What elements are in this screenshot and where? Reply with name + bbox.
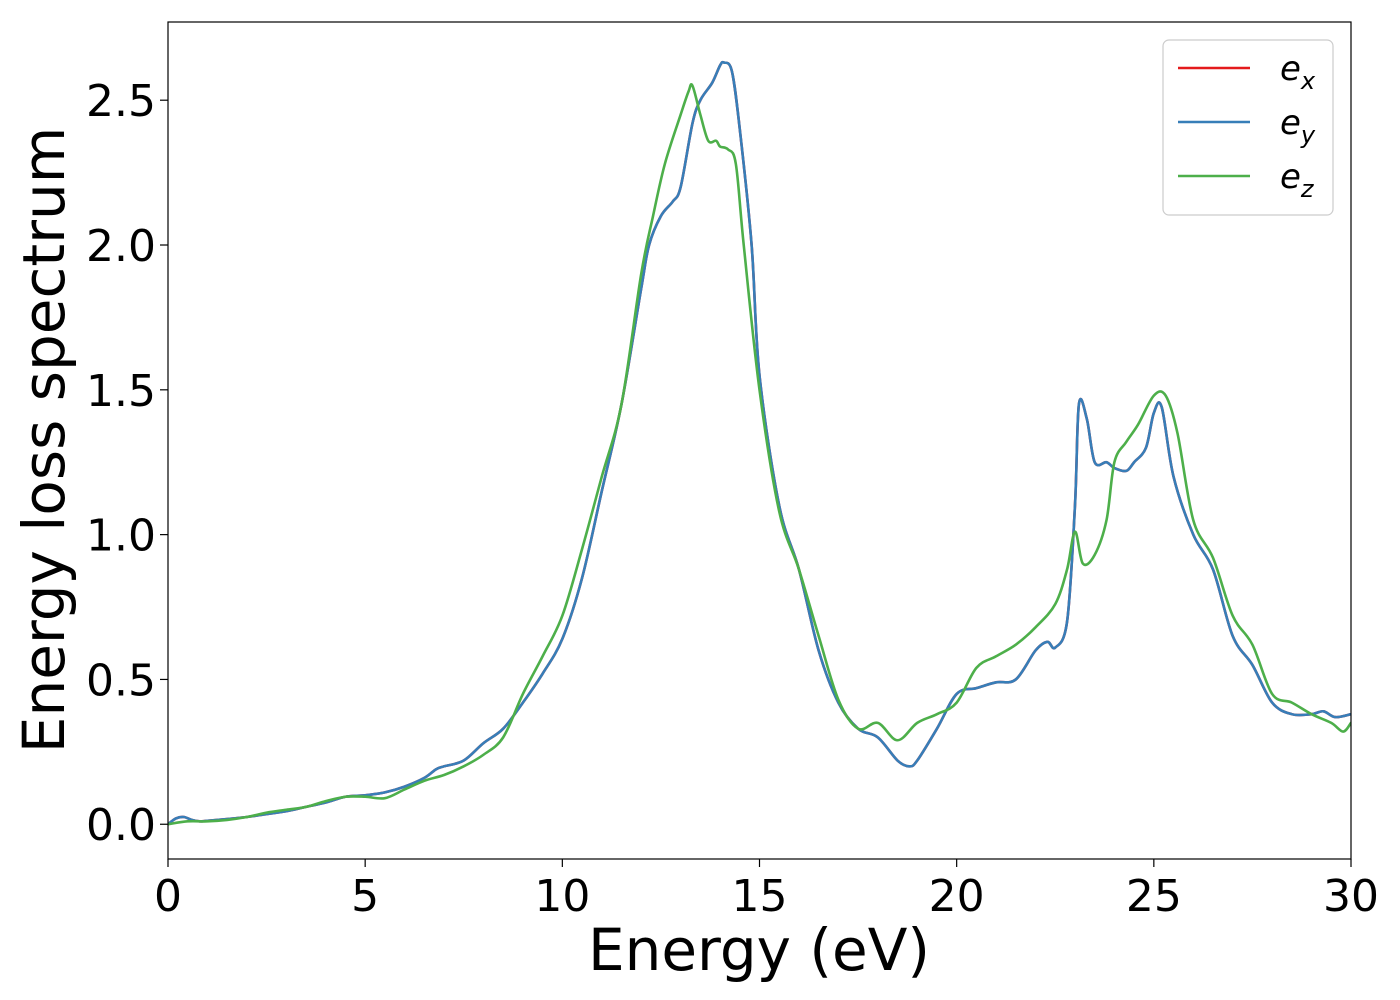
x-tick-label: 30 xyxy=(1323,871,1379,922)
series-layer xyxy=(168,60,1351,826)
x-tick-label: 15 xyxy=(732,871,788,922)
y-tick-label: 1.5 xyxy=(86,366,156,417)
series-line-z xyxy=(168,83,1351,826)
y-tick-label: 0.5 xyxy=(86,655,156,706)
x-tick-label: 25 xyxy=(1126,871,1182,922)
plot-background xyxy=(168,22,1351,859)
legend-label-y: ey xyxy=(1280,103,1316,149)
y-tick-label: 0.0 xyxy=(86,800,156,851)
y-tick-label: 2.5 xyxy=(86,76,156,127)
y-axis-label: Energy loss spectrum xyxy=(10,127,78,753)
x-axis-label: Energy (eV) xyxy=(588,916,930,984)
y-axis: 0.0 0.5 1.0 1.5 2.0 2.5 xyxy=(86,76,168,851)
x-tick-label: 10 xyxy=(534,871,590,922)
legend-label-x: ex xyxy=(1280,49,1316,95)
legend-box xyxy=(1162,39,1334,216)
legend-label-z: ez xyxy=(1280,157,1315,203)
x-axis: 0 5 10 15 20 25 30 xyxy=(154,859,1379,922)
y-tick-label: 2.0 xyxy=(86,221,156,272)
series-line-y xyxy=(168,60,1351,826)
x-tick-label: 20 xyxy=(929,871,985,922)
y-tick-label: 1.0 xyxy=(86,511,156,562)
legend: ex ey ez xyxy=(1162,39,1334,216)
x-tick-label: 0 xyxy=(154,871,182,922)
x-tick-label: 5 xyxy=(351,871,379,922)
